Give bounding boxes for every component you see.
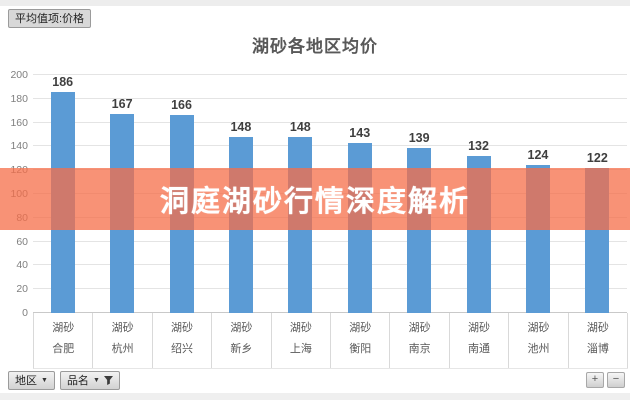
category-label: 湖砂 新乡 <box>212 313 272 368</box>
y-tick-label: 160 <box>10 116 28 129</box>
category-city-label: 淄博 <box>586 343 609 355</box>
category-label: 湖砂 衡阳 <box>331 313 391 368</box>
y-tick-label: 200 <box>10 69 28 81</box>
region-field-label: 地区 <box>15 374 37 387</box>
product-field-button[interactable]: 品名 ▼ <box>59 371 120 390</box>
top-edge-strip <box>0 0 630 6</box>
category-group-label: 湖砂 <box>349 322 372 334</box>
value-field-label: 平均值项:价格 <box>15 12 85 25</box>
bar-value-label: 166 <box>171 98 192 113</box>
bottom-edge-strip <box>0 393 630 400</box>
bar-value-label: 143 <box>349 125 371 140</box>
category-label: 湖砂 淄博 <box>569 313 629 368</box>
bar-value-label: 122 <box>586 150 608 165</box>
gridline <box>33 121 627 123</box>
watermark-banner: 洞庭湖砂行情深度解析 <box>0 168 630 230</box>
y-tick-label: 140 <box>10 140 28 153</box>
category-city-label: 合肥 <box>52 343 75 355</box>
bar-value-label: 148 <box>289 119 311 134</box>
bar-value-label: 139 <box>408 130 430 145</box>
bar-value-label: 148 <box>230 119 252 134</box>
category-group-label: 湖砂 <box>468 322 491 334</box>
gridline <box>33 74 627 75</box>
category-group-label: 湖砂 <box>408 322 431 334</box>
pivot-field-buttons: 地区 ▼ 品名 ▼ <box>8 371 120 390</box>
category-label: 湖砂 南通 <box>450 313 510 368</box>
category-label: 湖砂 池州 <box>509 313 569 368</box>
category-city-label: 南京 <box>408 343 431 355</box>
y-tick-label: 60 <box>16 235 28 248</box>
category-city-label: 绍兴 <box>171 343 194 355</box>
expand-button[interactable]: + <box>586 372 604 388</box>
category-city-label: 池州 <box>527 343 550 355</box>
chevron-down-icon: ▼ <box>92 377 100 384</box>
collapse-button[interactable]: − <box>607 372 625 388</box>
category-group-label: 湖砂 <box>111 322 134 334</box>
category-city-label: 上海 <box>289 343 312 355</box>
gridline <box>33 288 627 290</box>
gridline <box>33 97 627 99</box>
value-field-button[interactable]: 平均值项:价格 <box>8 9 92 28</box>
bar-value-label: 167 <box>111 97 133 112</box>
bar-value-label: 124 <box>527 148 549 163</box>
category-label: 湖砂 杭州 <box>93 313 153 368</box>
y-tick-label: 0 <box>22 307 28 319</box>
gridline <box>33 240 627 242</box>
gridline <box>33 145 627 147</box>
region-field-button[interactable]: 地区 ▼ <box>8 371 55 390</box>
category-group-label: 湖砂 <box>171 322 194 334</box>
gridline <box>33 312 627 313</box>
category-city-label: 新乡 <box>230 343 253 355</box>
y-tick-label: 40 <box>16 259 28 272</box>
gridline <box>33 264 627 266</box>
category-city-label: 衡阳 <box>349 343 372 355</box>
bar-value-label: 186 <box>52 75 74 89</box>
product-field-label: 品名 <box>66 374 89 387</box>
chart-title: 湖砂各地区均价 <box>252 37 378 56</box>
y-tick-label: 180 <box>10 92 28 105</box>
category-group-label: 湖砂 <box>527 322 550 334</box>
category-group-label: 湖砂 <box>230 322 253 334</box>
y-tick-label: 20 <box>16 283 28 296</box>
watermark-text: 洞庭湖砂行情深度解析 <box>159 186 470 218</box>
category-group-label: 湖砂 <box>289 322 312 334</box>
category-label: 湖砂 绍兴 <box>153 313 213 368</box>
category-label: 湖砂 上海 <box>272 313 332 368</box>
filter-funnel-icon <box>103 376 113 385</box>
category-label: 湖砂 合肥 <box>34 313 94 368</box>
category-group-label: 湖砂 <box>52 322 75 334</box>
category-axis: 湖砂 合肥 湖砂 杭州 湖砂 绍兴 湖砂 新乡 湖砂 上海 湖砂 衡阳 湖砂 南京 湖砂 南通 湖砂 池州 湖砂 淄博 <box>33 313 629 369</box>
category-city-label: 杭州 <box>111 343 134 355</box>
category-city-label: 南通 <box>468 343 491 355</box>
category-group-label: 湖砂 <box>586 322 609 334</box>
category-label: 湖砂 南京 <box>390 313 450 368</box>
bar-value-label: 132 <box>468 138 489 153</box>
chevron-down-icon: ▼ <box>41 377 48 384</box>
zoom-controls: + − <box>586 372 625 388</box>
